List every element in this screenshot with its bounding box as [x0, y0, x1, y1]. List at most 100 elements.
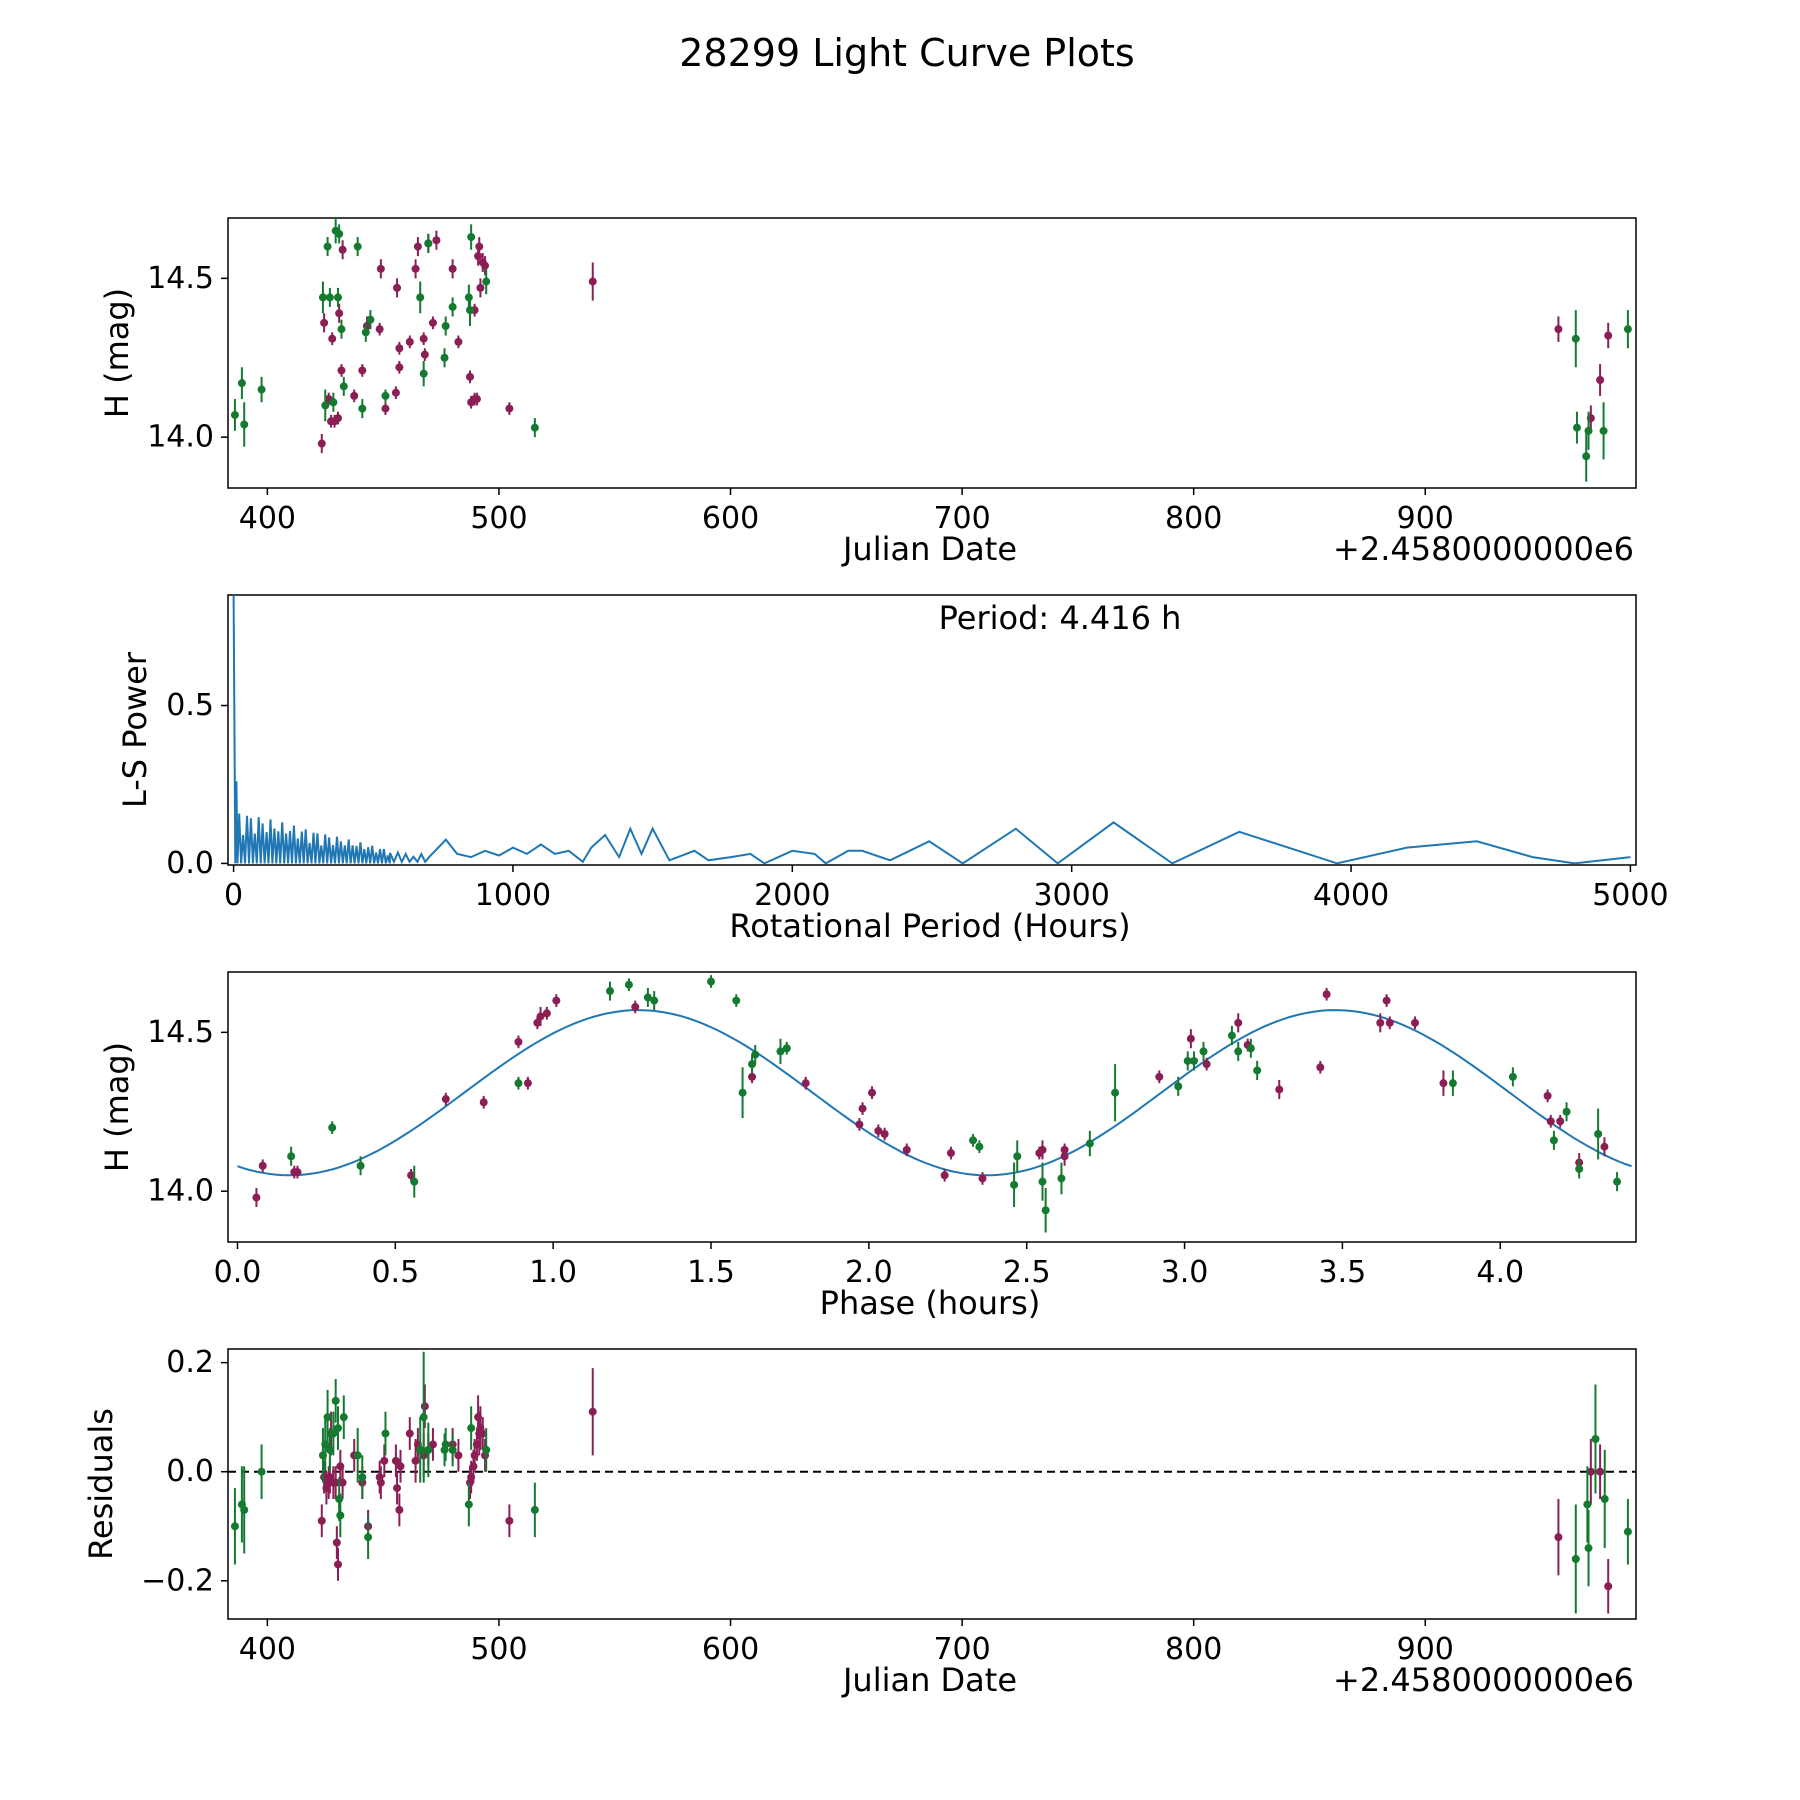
data-point	[748, 1060, 757, 1069]
x-tick-label: 1.0	[529, 1255, 577, 1290]
x-tick-label: 700	[933, 1632, 990, 1667]
data-point	[1549, 1136, 1558, 1145]
data-point	[413, 242, 422, 251]
data-point	[1546, 1117, 1555, 1126]
data-point	[338, 1478, 347, 1487]
data-point	[441, 1095, 450, 1104]
x-tick-label: 2.0	[845, 1255, 893, 1290]
data-point	[395, 344, 404, 353]
series-band-b	[287, 975, 1622, 1233]
data-point	[467, 233, 476, 242]
data-point	[337, 325, 346, 334]
residuals-x-axis-label: Julian Date	[841, 1661, 1017, 1699]
data-point	[1613, 1177, 1622, 1186]
phased-plot-area	[227, 971, 1637, 1243]
data-point	[1571, 1555, 1580, 1563]
data-point	[331, 1478, 340, 1487]
data-point	[424, 239, 433, 248]
residuals-y-ticks: −0.2 0.0 0.2	[141, 1345, 228, 1598]
x-tick-label: 900	[1397, 501, 1454, 536]
data-point	[358, 1473, 367, 1482]
periodogram-plot-area	[227, 594, 1637, 866]
data-point	[978, 1174, 987, 1183]
data-point	[395, 363, 404, 372]
x-tick-label: 4000	[1313, 878, 1389, 913]
lightcurve-x-offset-label: +2.4580000000e6	[1333, 530, 1634, 568]
data-point	[332, 1538, 341, 1547]
data-point	[325, 293, 334, 302]
data-point	[1600, 1142, 1609, 1151]
data-point	[329, 398, 338, 407]
data-point	[476, 283, 485, 292]
data-point	[1596, 1467, 1605, 1476]
data-point	[530, 1505, 539, 1514]
data-point	[419, 334, 428, 343]
data-point	[1174, 1082, 1183, 1091]
lightcurve-y-ticks: 14.0 14.5	[147, 261, 228, 455]
x-tick-label: 2000	[754, 878, 830, 913]
data-point	[358, 404, 367, 413]
data-point	[364, 1533, 373, 1542]
series-band-a	[252, 987, 1609, 1208]
ls-power-line	[232, 595, 1631, 865]
data-point	[880, 1130, 889, 1138]
data-point	[440, 353, 449, 362]
data-point	[1591, 1435, 1600, 1443]
data-point	[428, 318, 437, 327]
data-point	[428, 1440, 437, 1449]
phased-data-points	[252, 975, 1622, 1233]
x-tick-label: 5000	[1592, 878, 1668, 913]
data-point	[420, 350, 429, 359]
residuals-data-points	[230, 1351, 1632, 1614]
data-point	[479, 1098, 488, 1107]
x-tick-label: 400	[239, 501, 296, 536]
data-point	[448, 1445, 457, 1454]
data-point	[738, 1088, 747, 1097]
data-point	[420, 1402, 429, 1411]
data-point	[252, 1193, 261, 1202]
data-point	[1582, 452, 1591, 461]
phased-x-axis-label: Phase (hours)	[820, 1284, 1041, 1322]
data-point	[391, 388, 400, 397]
data-point	[1322, 990, 1331, 999]
lightcurve-y-axis-label: H (mag)	[98, 288, 136, 418]
data-point	[395, 1505, 404, 1514]
data-point	[329, 1429, 338, 1438]
data-point	[1111, 1088, 1120, 1097]
data-point	[542, 1009, 551, 1018]
data-point	[318, 293, 327, 302]
data-point	[643, 993, 652, 1002]
y-tick-label: 0.5	[166, 688, 214, 723]
data-point	[257, 1467, 266, 1476]
data-point	[1316, 1063, 1325, 1072]
x-tick-label: 600	[702, 501, 759, 536]
data-point	[975, 1142, 984, 1151]
x-tick-label: 400	[239, 1632, 296, 1667]
data-point	[393, 1484, 402, 1493]
data-point	[336, 1511, 345, 1520]
data-point	[1190, 1056, 1199, 1065]
data-point	[1038, 1145, 1047, 1154]
series-band-a	[317, 230, 1613, 454]
data-point	[514, 1037, 523, 1046]
data-point	[419, 369, 428, 378]
data-point	[337, 366, 346, 375]
data-point	[478, 1429, 487, 1438]
x-tick-label: 600	[702, 1632, 759, 1667]
data-point	[376, 264, 385, 273]
data-point	[1376, 1018, 1385, 1027]
data-point	[353, 1451, 362, 1460]
data-point	[946, 1149, 955, 1158]
data-point	[416, 293, 425, 302]
data-point	[1275, 1085, 1284, 1094]
data-point	[1562, 1107, 1571, 1116]
data-point	[407, 1171, 416, 1180]
data-point	[466, 306, 474, 315]
data-point	[1584, 426, 1593, 435]
data-point	[321, 401, 330, 410]
panel-periodogram: 0 1000 2000 3000 4000 5000 0.0 0.5 Period: 4.4…	[116, 594, 1669, 945]
data-point	[350, 391, 359, 400]
data-point	[855, 1120, 864, 1129]
data-point	[230, 410, 239, 419]
